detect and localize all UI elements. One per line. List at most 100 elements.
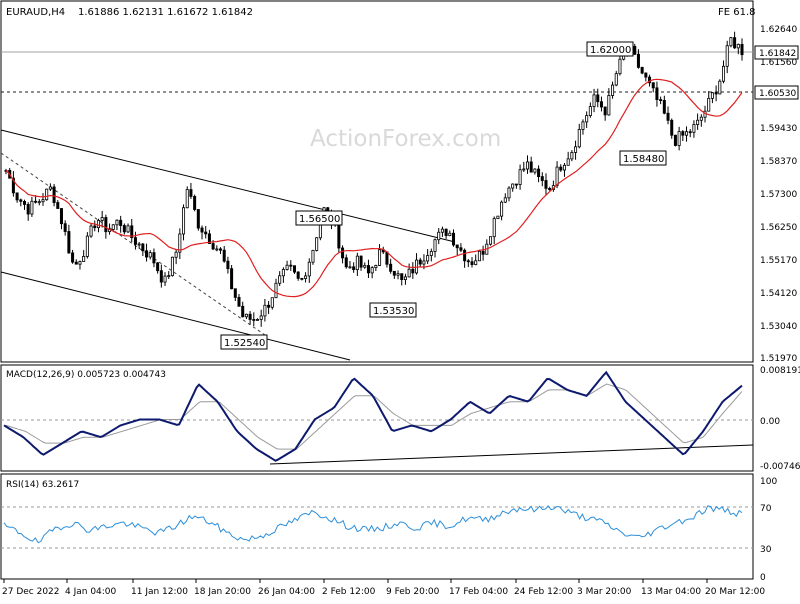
candle bbox=[514, 183, 518, 186]
candle bbox=[233, 288, 237, 298]
candle bbox=[11, 177, 15, 194]
candle bbox=[122, 225, 126, 233]
candle bbox=[559, 166, 563, 171]
candle bbox=[418, 259, 422, 265]
candle bbox=[196, 209, 200, 229]
candle bbox=[34, 200, 38, 203]
price-axis: 1.62640 1.61560 1.59430 1.58370 1.57300 … bbox=[760, 25, 797, 364]
candle bbox=[662, 100, 666, 114]
candle bbox=[19, 199, 23, 202]
candle bbox=[93, 225, 97, 229]
price-tick: 1.54120 bbox=[760, 289, 797, 299]
candle bbox=[100, 217, 104, 221]
macd-tick: 0.00 bbox=[760, 417, 780, 427]
candle bbox=[167, 275, 171, 277]
macd-line bbox=[3, 370, 743, 462]
rsi-line bbox=[3, 505, 743, 544]
candle bbox=[640, 66, 644, 74]
time-tick-label: 18 Jan 20:00 bbox=[194, 587, 251, 597]
candle bbox=[178, 233, 182, 253]
candle bbox=[718, 80, 722, 95]
candle bbox=[673, 134, 677, 146]
candle bbox=[370, 267, 374, 274]
candle bbox=[740, 43, 744, 56]
candle bbox=[344, 257, 348, 268]
candle bbox=[666, 112, 670, 121]
candle bbox=[500, 201, 504, 217]
candle bbox=[78, 261, 82, 265]
candle bbox=[733, 37, 737, 49]
candle bbox=[45, 188, 49, 201]
svg-text:1.58480: 1.58480 bbox=[623, 154, 664, 165]
candle bbox=[696, 119, 700, 125]
candle bbox=[289, 264, 293, 267]
candle bbox=[159, 270, 163, 283]
candle bbox=[570, 152, 574, 160]
candle bbox=[281, 269, 285, 277]
candle bbox=[96, 220, 100, 229]
price-tick: 1.62640 bbox=[760, 25, 797, 35]
candle bbox=[270, 297, 274, 308]
svg-text:1.52540: 1.52540 bbox=[224, 338, 265, 349]
watermark: ActionForex.com bbox=[310, 126, 501, 152]
svg-text:1.61842: 1.61842 bbox=[759, 49, 796, 59]
symbol-label: EURAUD,H4 bbox=[6, 7, 65, 18]
candle bbox=[426, 255, 430, 262]
candle bbox=[474, 260, 478, 265]
candle bbox=[263, 304, 267, 317]
candle bbox=[170, 256, 174, 276]
candle bbox=[163, 275, 167, 283]
candle bbox=[736, 43, 740, 49]
price-panel bbox=[0, 0, 754, 363]
candle bbox=[463, 249, 467, 262]
candle bbox=[670, 119, 674, 136]
candle bbox=[378, 249, 382, 266]
rsi-tick: 70 bbox=[760, 504, 772, 514]
candle bbox=[651, 82, 655, 89]
candle bbox=[714, 92, 718, 95]
candle bbox=[26, 204, 30, 215]
candle bbox=[300, 277, 304, 280]
candle bbox=[267, 304, 271, 308]
candle bbox=[492, 218, 496, 238]
time-tick-label: 9 Feb 20:00 bbox=[386, 587, 440, 597]
annotation-16200: 1.62000 bbox=[586, 41, 634, 57]
svg-text:1.56500: 1.56500 bbox=[299, 214, 340, 225]
candle bbox=[348, 266, 352, 269]
candle bbox=[30, 200, 34, 215]
time-tick-label: 17 Feb 04:00 bbox=[449, 587, 508, 597]
time-tick-label: 24 Feb 12:00 bbox=[514, 587, 573, 597]
svg-text:1.62000: 1.62000 bbox=[590, 45, 631, 56]
candle bbox=[126, 225, 130, 233]
candle bbox=[710, 92, 714, 99]
candle bbox=[407, 268, 411, 278]
candle bbox=[729, 37, 733, 47]
candle bbox=[366, 265, 370, 274]
candle bbox=[215, 248, 219, 251]
candles-group bbox=[4, 31, 744, 327]
candle bbox=[440, 228, 444, 233]
annotation-15650: 1.56500 bbox=[295, 210, 343, 226]
macd-tick: -0.007466 bbox=[760, 462, 800, 472]
candle bbox=[52, 186, 56, 203]
moving-average-line bbox=[5, 78, 743, 298]
svg-text:1.60530: 1.60530 bbox=[759, 89, 796, 99]
candle bbox=[119, 219, 123, 226]
candle bbox=[411, 268, 415, 274]
candle bbox=[459, 247, 463, 251]
time-tick-label: 2 Feb 12:00 bbox=[322, 587, 376, 597]
candle bbox=[67, 231, 71, 254]
ohlc-values: 1.61886 1.62131 1.61672 1.61842 bbox=[78, 7, 253, 18]
candle bbox=[392, 270, 396, 276]
rsi-tick: 30 bbox=[760, 545, 772, 555]
macd-panel bbox=[0, 364, 754, 472]
candle bbox=[219, 248, 223, 251]
candle bbox=[721, 65, 726, 82]
candle bbox=[85, 235, 89, 257]
candle bbox=[614, 73, 618, 86]
channel-lower-line bbox=[0, 271, 351, 361]
candle bbox=[688, 131, 692, 134]
candle bbox=[488, 236, 493, 245]
